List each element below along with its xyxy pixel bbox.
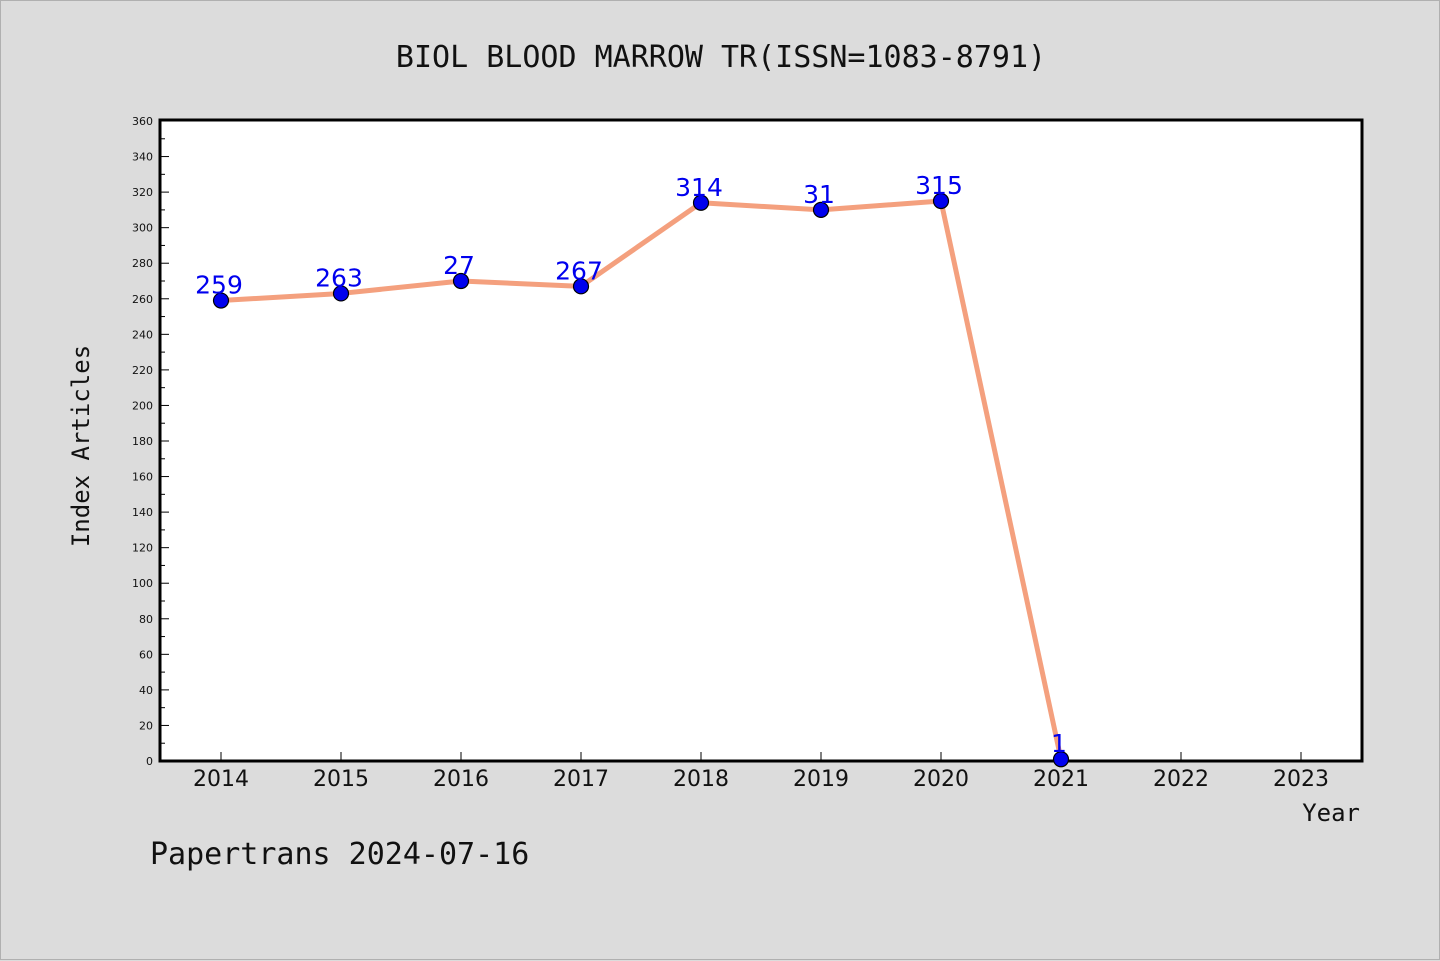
x-tick-label: 2022: [1153, 767, 1209, 792]
data-point: [692, 194, 710, 211]
x-tick-label: 2019: [793, 767, 849, 792]
y-tick-label: 260: [132, 293, 153, 306]
data-point: [1052, 751, 1070, 768]
data-point: [332, 285, 350, 302]
y-tick-label: 220: [132, 364, 153, 377]
y-axis-title: Index Articles: [67, 345, 95, 547]
x-tick-label: 2021: [1033, 767, 1089, 792]
data-label: 259: [195, 271, 243, 300]
y-tick-label: 340: [132, 151, 153, 164]
plot-area: [158, 118, 1364, 763]
data-label: 315: [915, 171, 963, 200]
x-tick-label: 2018: [673, 767, 729, 792]
y-tick-label: 300: [132, 222, 153, 235]
x-tick-label: 2020: [913, 767, 969, 792]
footer-credit: Papertrans 2024-07-16: [150, 837, 529, 872]
data-label: 1: [1051, 729, 1067, 758]
data-label: 31: [803, 180, 835, 209]
y-tick-label: 20: [139, 719, 153, 732]
y-tick-label: 40: [139, 684, 153, 697]
y-tick-label: 120: [132, 542, 153, 555]
x-axis: 2014 2015 2016 2017 2018 2019 2020 2021 2022 2023: [193, 752, 1329, 792]
series: 259 263 27 267 314 31 315 1: [195, 171, 1070, 768]
y-tick-label: 240: [132, 328, 153, 341]
series-line: [218, 198, 1064, 762]
data-point: [932, 192, 950, 210]
x-tick-label: 2016: [433, 767, 489, 792]
x-tick-label: 2023: [1273, 767, 1329, 792]
data-label: 263: [315, 263, 363, 292]
x-tick-label: 2015: [313, 767, 369, 792]
y-tick-label: 100: [132, 577, 153, 590]
y-tick-label: 200: [132, 399, 153, 412]
x-tick-label: 2014: [193, 767, 249, 792]
x-axis-title: Year: [1302, 799, 1360, 827]
data-point: [212, 292, 230, 309]
chart-title: BIOL BLOOD MARROW TR(ISSN=1083-8791): [396, 40, 1046, 75]
y-tick-label: 280: [132, 257, 153, 270]
y-tick-label: 140: [132, 506, 153, 519]
y-axis: 0 20 40 60 80 100 120 140 160 180 200 220 240 260 280 3…: [132, 115, 169, 768]
data-point: [452, 272, 470, 290]
y-tick-label: 160: [132, 471, 153, 484]
y-tick-label: 80: [139, 613, 153, 626]
data-point: [572, 278, 590, 295]
data-label: 267: [555, 256, 603, 285]
y-tick-label: 360: [132, 115, 153, 128]
data-point: [812, 201, 830, 218]
x-tick-label: 2017: [553, 767, 609, 792]
data-label: 314: [675, 173, 723, 202]
y-tick-label: 320: [132, 186, 153, 199]
data-label: 27: [443, 251, 475, 280]
y-tick-label: 0: [146, 755, 153, 768]
y-tick-label: 180: [132, 435, 153, 448]
y-tick-label: 60: [139, 648, 153, 661]
